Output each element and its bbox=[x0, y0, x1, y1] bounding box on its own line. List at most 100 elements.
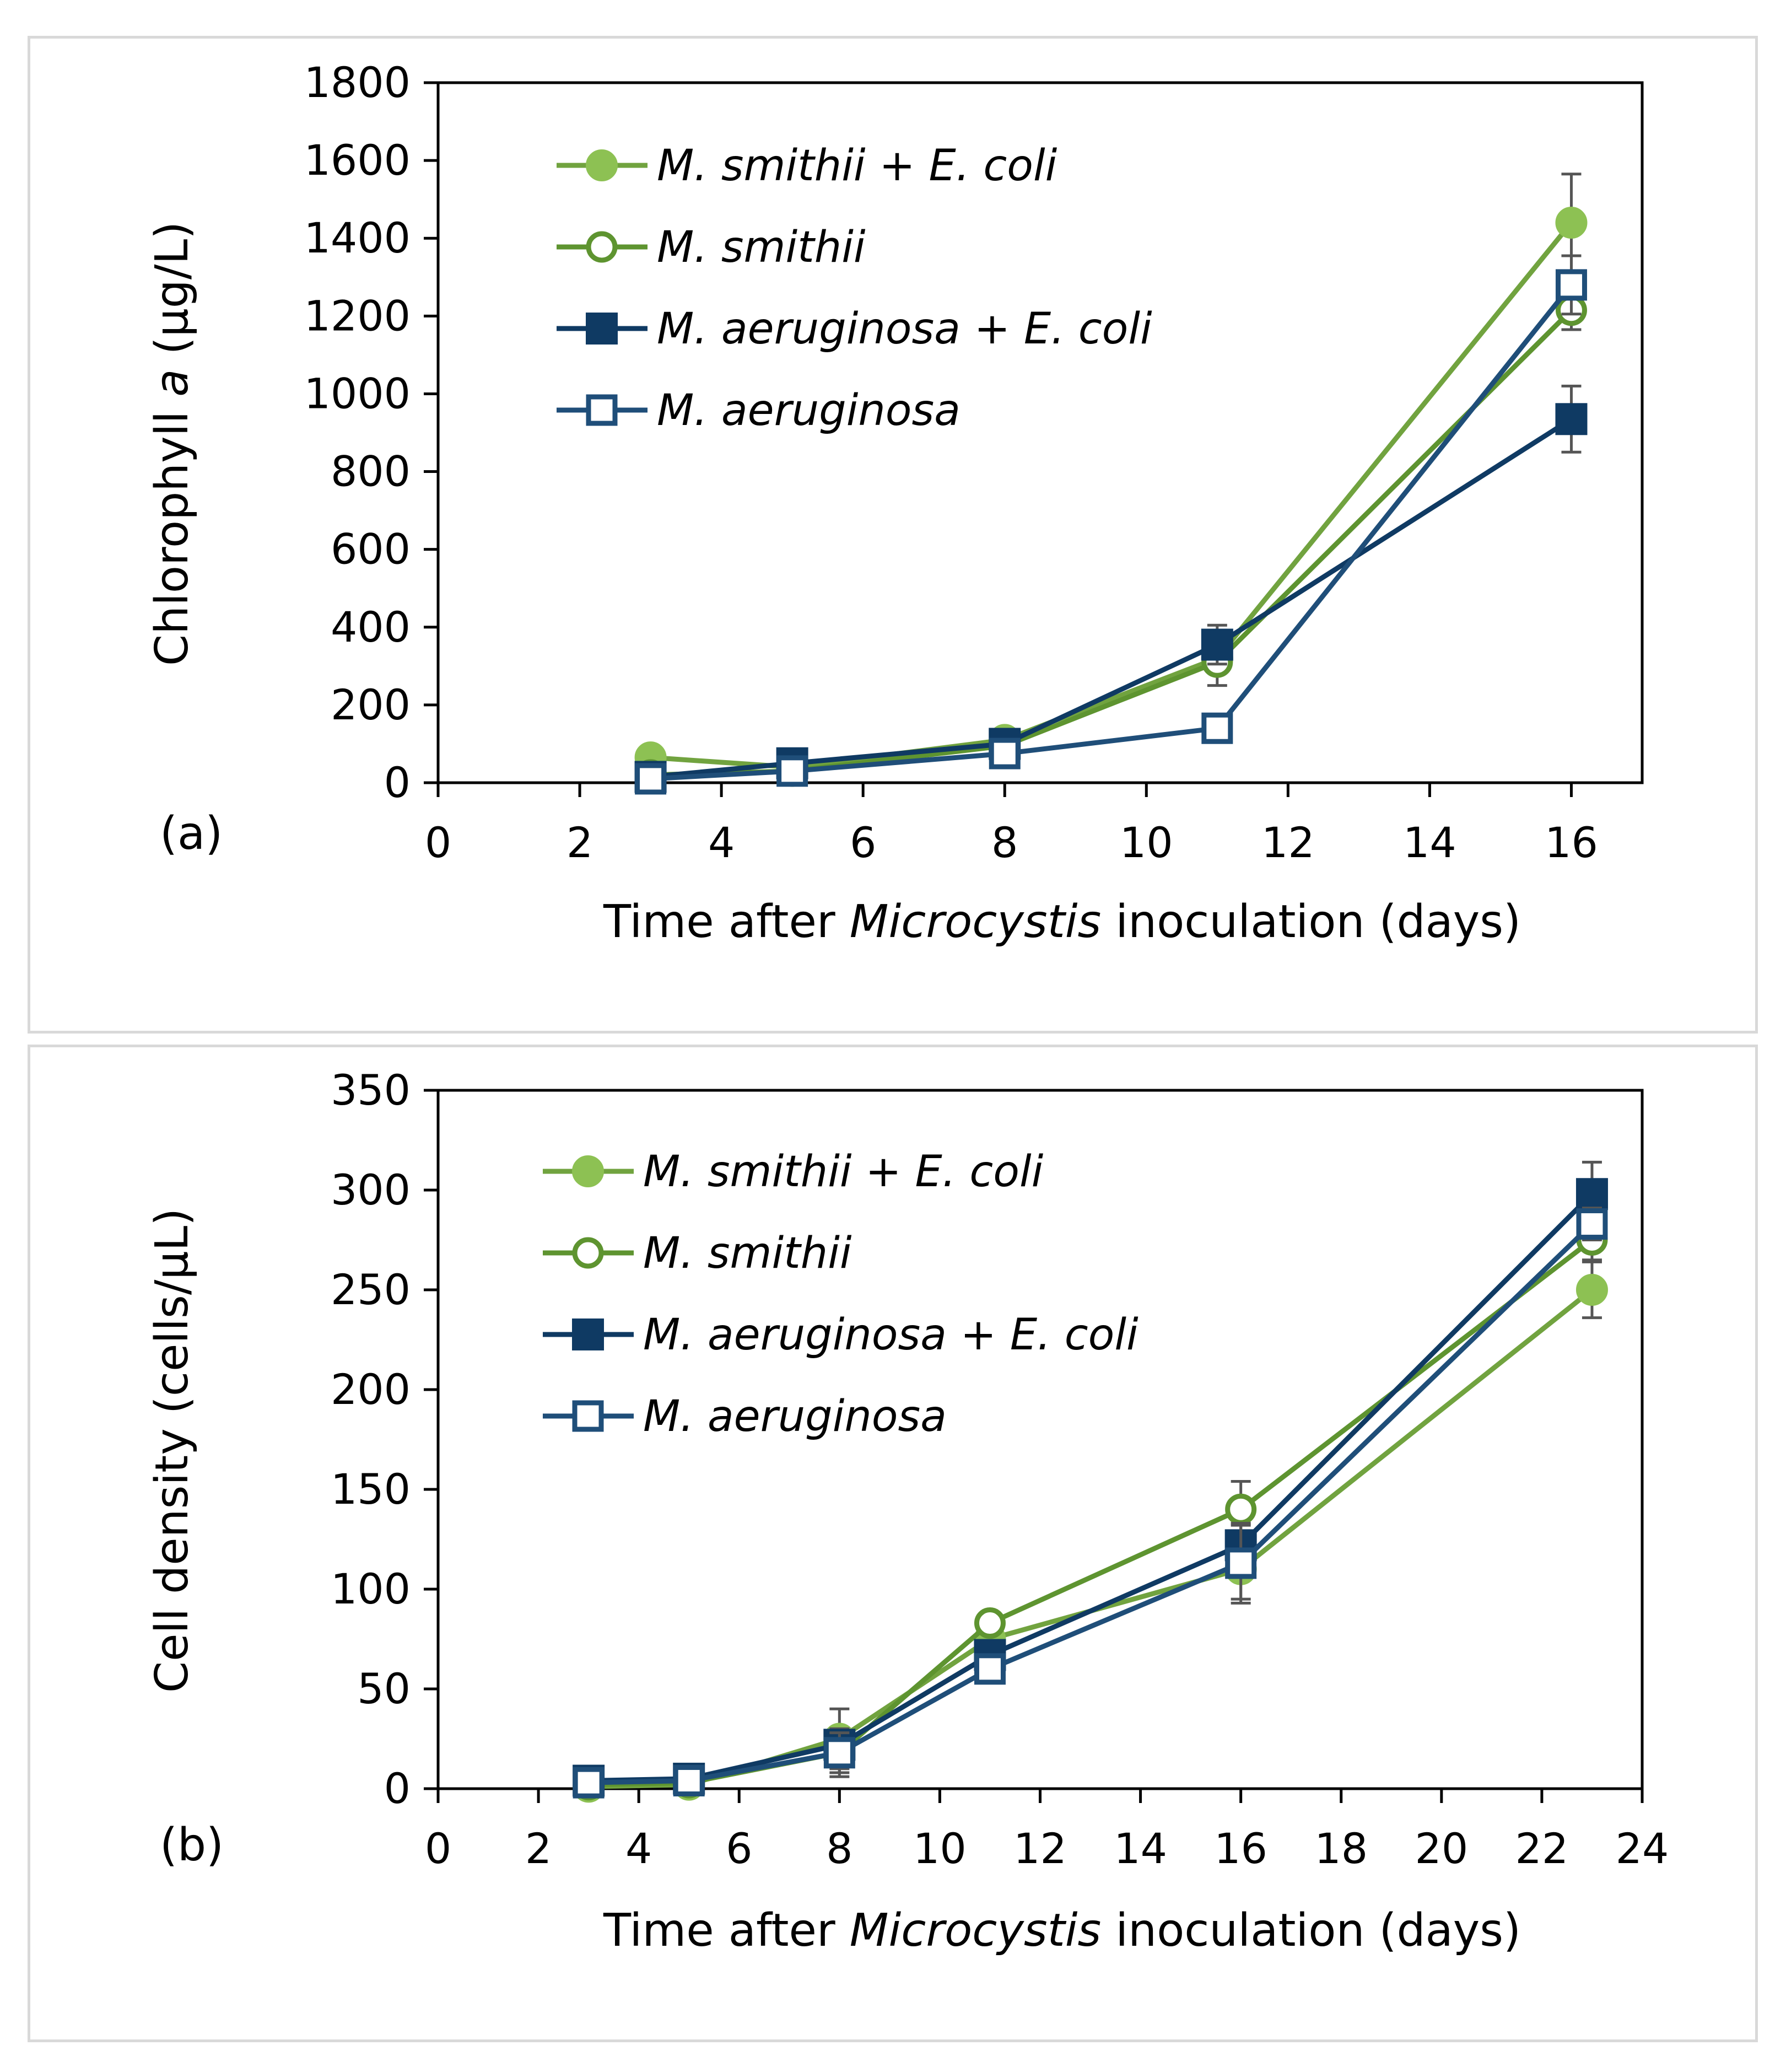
legend-marker bbox=[586, 313, 618, 345]
y-tick-label: 0 bbox=[384, 1764, 411, 1813]
data-point bbox=[989, 738, 1021, 769]
x-tick-label: 12 bbox=[1261, 818, 1315, 867]
legend-label: M. aeruginosa bbox=[657, 386, 961, 435]
label-part: inoculation (days) bbox=[1101, 1904, 1521, 1957]
series-line bbox=[650, 308, 1573, 778]
data-point bbox=[1201, 712, 1233, 744]
legend-label: M. smithii bbox=[657, 223, 866, 272]
y-tick-label: 1000 bbox=[304, 369, 411, 418]
data-point bbox=[974, 1653, 1006, 1685]
data-point bbox=[776, 755, 808, 787]
x-tick-label: 4 bbox=[708, 818, 735, 867]
series-line bbox=[589, 1288, 1594, 1789]
y-tick-label: 1800 bbox=[304, 58, 411, 107]
legend-label: M. smithii bbox=[643, 1229, 852, 1278]
series-1 bbox=[573, 1218, 1608, 1801]
data-point bbox=[823, 1737, 855, 1769]
legend-marker bbox=[586, 231, 618, 263]
label-part: M. smithii bbox=[657, 223, 866, 272]
plot-frame bbox=[436, 81, 1644, 784]
x-tick-label: 6 bbox=[850, 818, 876, 867]
y-tick-label: 200 bbox=[331, 680, 411, 729]
y-tick-label: 400 bbox=[331, 602, 411, 652]
x-tick-label: 14 bbox=[1114, 1824, 1167, 1873]
legend-label: M. aeruginosa bbox=[643, 1392, 947, 1441]
label-part: inoculation (days) bbox=[1101, 896, 1521, 948]
label-part: M. aeruginosa + E. coli bbox=[643, 1310, 1138, 1360]
label-part: Microcystis bbox=[850, 1904, 1102, 1957]
series-3 bbox=[573, 1207, 1608, 1799]
x-tick-label: 8 bbox=[826, 1824, 852, 1873]
label-part: (µg/L) bbox=[146, 222, 198, 369]
legend-label: M. smithii + E. coli bbox=[657, 141, 1057, 191]
y-tick-label: 1400 bbox=[304, 213, 411, 262]
data-point bbox=[1576, 1208, 1608, 1240]
x-tick-label: 8 bbox=[991, 818, 1018, 867]
label-part: M. aeruginosa bbox=[657, 386, 961, 435]
panel-label: (a) bbox=[160, 808, 223, 860]
x-axis-label: Time after Microcystis inoculation (days… bbox=[603, 1904, 1521, 1957]
y-tick-label: 100 bbox=[331, 1564, 411, 1613]
x-tick-label: 14 bbox=[1403, 818, 1456, 867]
data-point bbox=[1201, 628, 1233, 661]
panel-label: (b) bbox=[160, 1819, 224, 1871]
x-tick-label: 0 bbox=[425, 1824, 451, 1873]
label-part: Microcystis bbox=[850, 896, 1102, 948]
y-tick-label: 350 bbox=[331, 1065, 411, 1115]
y-tick-label: 200 bbox=[331, 1365, 411, 1414]
label-part: Time after bbox=[603, 896, 850, 948]
x-tick-label: 12 bbox=[1013, 1824, 1067, 1873]
label-part: M. aeruginosa bbox=[643, 1392, 947, 1441]
y-tick-label: 1200 bbox=[304, 291, 411, 340]
label-part: M. smithii bbox=[643, 1229, 852, 1278]
data-point bbox=[573, 1767, 605, 1799]
x-tick-label: 2 bbox=[566, 818, 593, 867]
series-line bbox=[589, 1192, 1594, 1784]
x-tick-label: 0 bbox=[425, 818, 451, 867]
legend-marker bbox=[572, 1400, 604, 1432]
legend-marker bbox=[586, 149, 618, 181]
legend-label: M. aeruginosa + E. coli bbox=[657, 304, 1152, 354]
x-axis-label: Time after Microcystis inoculation (days… bbox=[603, 896, 1521, 948]
label-part: M. smithii + E. coli bbox=[643, 1147, 1044, 1197]
chart-0: 0 200 400 600 800 1000 1200 1400 1600 1800 0 2 4 6 8 10… bbox=[146, 58, 1644, 948]
x-tick-label: 4 bbox=[625, 1824, 652, 1873]
label-part: M. aeruginosa + E. coli bbox=[657, 304, 1152, 354]
legend-label: M. aeruginosa + E. coli bbox=[643, 1310, 1138, 1360]
data-point bbox=[1575, 1178, 1608, 1210]
data-point bbox=[1225, 1493, 1257, 1525]
data-point bbox=[1225, 1547, 1257, 1579]
y-axis-label: Chlorophyll a (µg/L) bbox=[146, 222, 198, 666]
y-tick-label: 300 bbox=[331, 1165, 411, 1214]
data-point bbox=[1575, 1274, 1608, 1306]
y-tick-label: 1600 bbox=[304, 136, 411, 185]
x-tick-label: 10 bbox=[1120, 818, 1173, 867]
data-point bbox=[1555, 207, 1588, 239]
label-part: M. smithii + E. coli bbox=[657, 141, 1057, 191]
y-axis-label: Cell density (cells/µL) bbox=[146, 1208, 198, 1693]
y-tick-label: 150 bbox=[331, 1465, 411, 1514]
label-part: Cell density (cells/µL) bbox=[146, 1208, 198, 1693]
data-point bbox=[974, 1607, 1006, 1639]
x-tick-label: 20 bbox=[1415, 1824, 1468, 1873]
y-tick-label: 800 bbox=[331, 447, 411, 496]
x-tick-label: 2 bbox=[525, 1824, 552, 1873]
y-tick-label: 50 bbox=[357, 1664, 411, 1713]
y-tick-label: 600 bbox=[331, 525, 411, 574]
chart-panel-b bbox=[28, 1045, 1758, 2042]
chart-panel-a bbox=[28, 36, 1758, 1034]
x-tick-label: 16 bbox=[1545, 818, 1598, 867]
x-tick-label: 18 bbox=[1314, 1824, 1368, 1873]
x-tick-label: 10 bbox=[913, 1824, 967, 1873]
label-part: Time after bbox=[603, 1904, 850, 1957]
legend-marker bbox=[572, 1237, 604, 1269]
x-tick-label: 24 bbox=[1616, 1824, 1669, 1873]
y-tick-label: 0 bbox=[384, 758, 411, 807]
series-1 bbox=[635, 289, 1587, 791]
data-point bbox=[1555, 269, 1587, 301]
data-point bbox=[635, 763, 667, 795]
legend-marker bbox=[572, 1155, 604, 1187]
y-tick-label: 250 bbox=[331, 1265, 411, 1314]
